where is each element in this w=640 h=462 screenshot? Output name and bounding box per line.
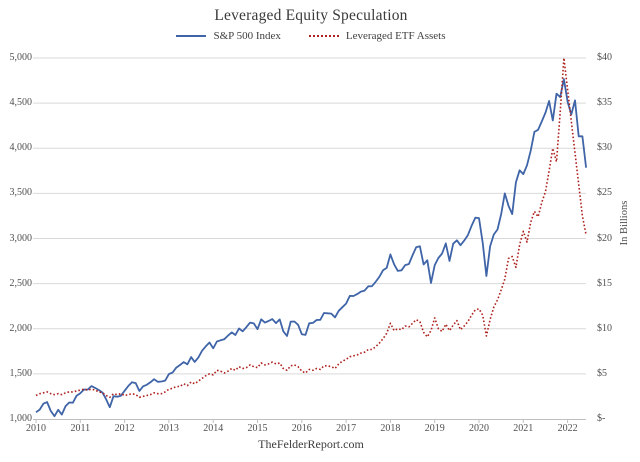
x-axis-tick-label: 2011	[70, 423, 91, 434]
x-axis-tick-label: 2022	[557, 423, 578, 434]
x-axis-tick-label: 2010	[26, 423, 46, 434]
y-axis-left-tick-label: 3,500	[9, 187, 33, 199]
legend-item-sp500: S&P 500 Index	[176, 30, 281, 42]
legend: S&P 500 Index Leveraged ETF Assets	[0, 30, 622, 42]
y-axis-right-tick-label: $5	[597, 367, 607, 379]
y-axis-right-tick-label: $35	[597, 97, 612, 109]
x-axis-tick-label: 2017	[336, 423, 357, 434]
y-axis-right-tick-label: $30	[597, 142, 612, 154]
x-axis-tick-label: 2015	[247, 423, 268, 434]
legend-item-etf: Leveraged ETF Assets	[308, 30, 446, 42]
y-axis-right-tick-label: $-	[597, 413, 606, 424]
chart-title: Leveraged Equity Speculation	[214, 7, 408, 24]
x-axis-tick-label: 2013	[158, 423, 179, 434]
y-axis-right-tick-label: $40	[597, 52, 612, 63]
y-axis-left-tick-label: 4,500	[9, 97, 33, 109]
x-axis-tick-label: 2014	[203, 423, 224, 434]
x-axis-tick-label: 2020	[469, 423, 489, 434]
legend-label-sp500: S&P 500 Index	[213, 30, 281, 42]
y-axis-left-tick-label: 5,000	[9, 52, 33, 63]
x-axis-tick-label: 2016	[291, 423, 312, 434]
y-axis-right-tick-label: $15	[597, 277, 612, 289]
y-axis-right-tick-label: $25	[597, 187, 612, 199]
y-axis-right-tick-label: $10	[597, 322, 612, 334]
sp500-line-swatch	[176, 35, 207, 37]
y-axis-left-tick-label: 2,000	[9, 322, 33, 334]
legend-label-etf: Leveraged ETF Assets	[345, 30, 446, 42]
y-axis-left-tick-label: 3,000	[9, 232, 33, 244]
footer-watermark: TheFelderReport.com	[258, 437, 364, 451]
etf-line-swatch	[308, 35, 339, 37]
x-axis-tick-label: 2019	[424, 423, 445, 434]
y-axis-left-tick-label: 2,500	[9, 277, 33, 289]
y-axis-left-tick-label: 4,000	[9, 142, 33, 154]
x-axis-tick-label: 2021	[513, 423, 534, 434]
x-axis-tick-label: 2012	[114, 423, 135, 434]
y-axis-right-tick-label: $20	[597, 232, 612, 244]
y-axis-left-tick-label: 1,000	[9, 413, 33, 424]
x-axis-tick-label: 2018	[380, 423, 401, 434]
y-axis-left-tick-label: 1,500	[9, 367, 33, 379]
